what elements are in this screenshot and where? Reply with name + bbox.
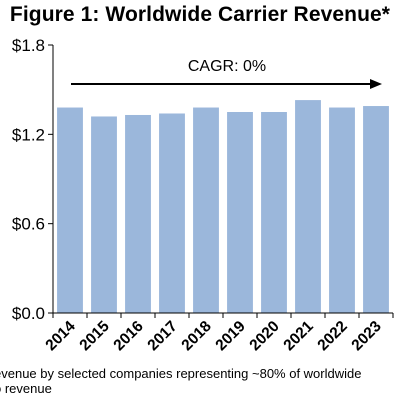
x-tick-label: 2017 xyxy=(144,318,180,354)
chart-title: Figure 1: Worldwide Carrier Revenue* xyxy=(9,3,391,26)
bar-2022 xyxy=(329,107,355,313)
x-tick-label: 2014 xyxy=(42,318,79,355)
cagr-label: CAGR: 0% xyxy=(188,58,266,75)
bar-2023 xyxy=(363,106,389,313)
y-tick-label: $0.0 xyxy=(12,304,45,323)
bar-2014 xyxy=(57,107,83,313)
bar-2016 xyxy=(125,114,151,313)
bar-2018 xyxy=(193,107,219,313)
y-ticks-group: $0.0 $0.6 $1.2 $1.8 xyxy=(12,36,53,323)
bar-2017 xyxy=(159,113,185,314)
footnote: evenue by selected companies representin… xyxy=(0,366,400,396)
y-tick-label: $0.6 xyxy=(12,215,45,234)
footnote-line-1: evenue by selected companies representin… xyxy=(0,366,362,381)
x-tick-label: 2023 xyxy=(348,318,385,355)
cagr-annotation-group: CAGR: 0% xyxy=(71,58,382,89)
x-tick-label: 2018 xyxy=(178,318,215,355)
x-tick-label: 2022 xyxy=(314,318,350,354)
y-tick-label: $1.8 xyxy=(12,36,45,55)
x-tick-label: 2016 xyxy=(110,318,147,355)
footnote-line-2: o revenue xyxy=(0,381,52,396)
bar-2021 xyxy=(295,100,321,313)
bars-group xyxy=(57,100,389,314)
x-tick-label: 2021 xyxy=(280,318,317,355)
x-tick-label: 2019 xyxy=(212,318,249,355)
x-tick-label: 2020 xyxy=(246,318,282,354)
bar-2020 xyxy=(261,112,287,313)
bar-2015 xyxy=(91,116,117,313)
x-tick-label: 2015 xyxy=(76,318,113,355)
cagr-arrow-head xyxy=(370,79,382,89)
y-tick-label: $1.2 xyxy=(12,125,45,144)
bar-2019 xyxy=(227,112,253,313)
